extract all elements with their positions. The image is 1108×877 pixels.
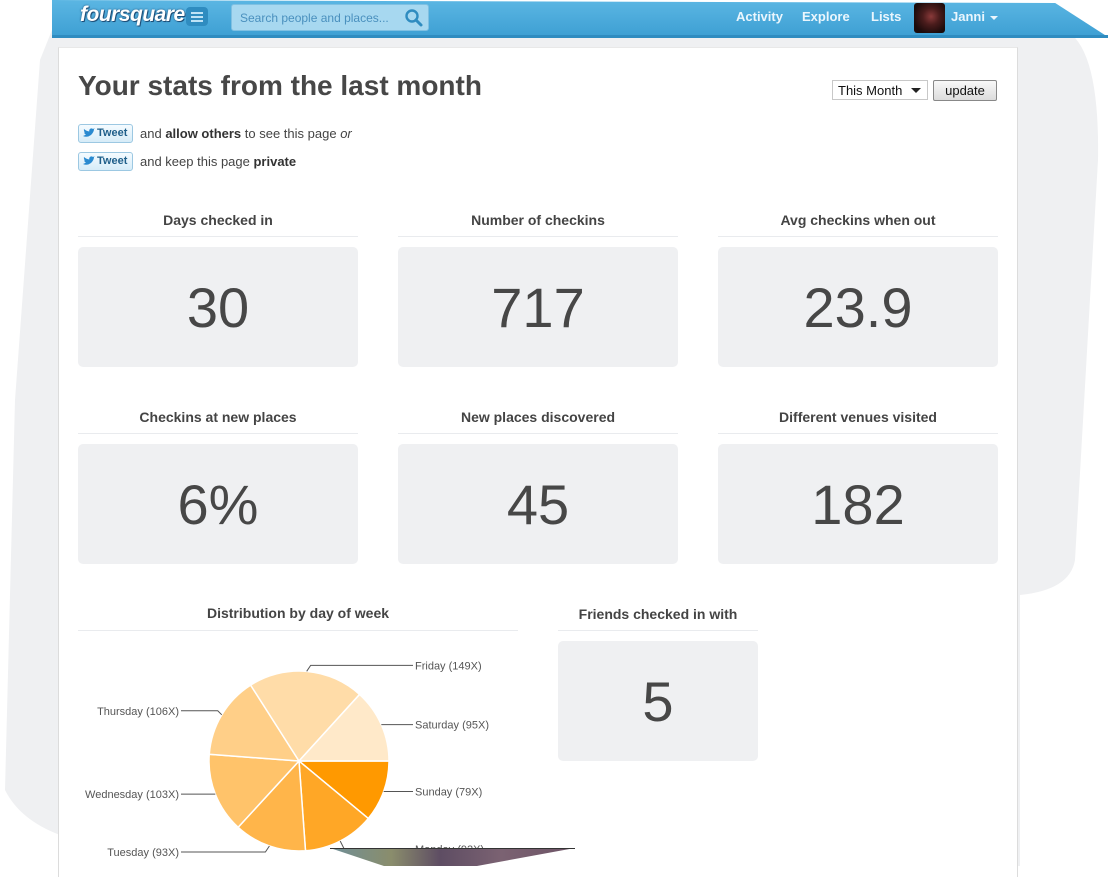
nav-activity[interactable]: Activity [736,9,783,24]
pie-slice-wednesday [208,753,301,829]
day-of-week-pie-chart: Sunday (79X)Monday (92X)Tuesday (93X)Wed… [85,660,489,859]
share-text-post: to see this page [241,126,341,141]
pie-label-saturday: Saturday (95X) [415,720,489,732]
top-navigation-bar [52,0,1108,37]
nav-explore[interactable]: Explore [802,9,850,24]
stat-value-new-places-discovered: 45 [398,444,678,564]
divider [78,433,358,434]
pie-label-sunday: Sunday (79X) [415,787,482,799]
stat-label-days-checked-in: Days checked in [163,212,273,228]
twitter-bird-icon [83,128,95,137]
chevron-down-icon[interactable] [990,16,998,20]
tweet-public-button[interactable]: Tweet [78,124,133,143]
share-private-text: and keep this page private [140,154,296,169]
pie-leader-line [181,845,270,853]
update-button[interactable]: update [933,80,997,101]
period-select-value: This Month [838,83,903,98]
nav-lists[interactable]: Lists [871,9,902,24]
divider [718,236,998,237]
search-input[interactable]: Search people and places... [231,4,429,31]
divider [78,236,358,237]
top-bar-edge [52,35,1108,38]
divider [78,630,518,631]
stat-label-different-venues: Different venues visited [779,409,937,425]
pie-label-tuesday: Tuesday (93X) [107,847,179,859]
stat-label-friends: Friends checked in with [578,606,738,622]
share-text-bold: private [253,154,297,169]
share-public-text: and allow others to see this page or [140,126,352,141]
tweet-private-button[interactable]: Tweet [78,152,133,171]
stat-label-new-places-discovered: New places discovered [460,409,616,425]
period-select[interactable]: This Month [832,80,928,100]
pie-slice-friday [249,670,361,763]
tweet-label: Tweet [97,127,128,139]
share-text-pre: and keep this page [140,154,254,169]
share-text-italic: or [340,126,352,141]
avatar[interactable] [914,3,945,33]
tweet-label: Tweet [97,155,128,167]
menu-icon[interactable] [186,7,208,26]
pie-label-friday: Friday (149X) [415,660,482,672]
pie-label-wednesday: Wednesday (103X) [85,789,179,801]
pie-leader-line [181,710,223,716]
share-text-bold: allow others [165,126,242,141]
search-icon[interactable] [404,8,424,28]
pie-slice-thursday [208,684,301,762]
pie-label-thursday: Thursday (106X) [97,706,179,718]
divider [558,630,758,631]
search-placeholder: Search people and places... [240,11,389,25]
foursquare-logo[interactable]: foursquare [80,3,185,26]
stat-label-number-of-checkins: Number of checkins [471,212,605,228]
stat-value-number-of-checkins: 717 [398,247,678,367]
stat-label-avg-checkins: Avg checkins when out [780,212,936,228]
user-menu[interactable]: Janni [951,9,985,24]
page-title: Your stats from the last month [78,70,482,101]
twitter-bird-icon [83,156,95,165]
stat-label-checkins-new-places: Checkins at new places [139,409,297,425]
stat-value-friends: 5 [558,641,758,761]
stat-value-checkins-new-places: 6% [78,444,358,564]
pie-leader-line [306,664,413,672]
share-text-pre: and [140,126,166,141]
divider [398,236,678,237]
divider [718,433,998,434]
chevron-down-icon [911,88,921,93]
stat-value-days-checked-in: 30 [78,247,358,367]
stat-value-different-venues: 182 [718,444,998,564]
chart-title: Distribution by day of week [206,605,390,621]
stat-value-avg-checkins: 23.9 [718,247,998,367]
divider [330,848,575,849]
divider [398,433,678,434]
